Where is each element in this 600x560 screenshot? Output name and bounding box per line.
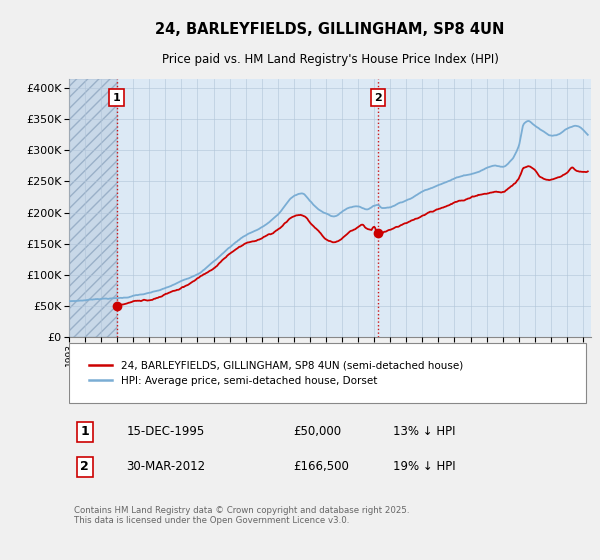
Text: Contains HM Land Registry data © Crown copyright and database right 2025.
This d: Contains HM Land Registry data © Crown c… — [74, 506, 410, 525]
Legend: 24, BARLEYFIELDS, GILLINGHAM, SP8 4UN (semi-detached house), HPI: Average price,: 24, BARLEYFIELDS, GILLINGHAM, SP8 4UN (s… — [87, 358, 465, 388]
Text: 1: 1 — [80, 425, 89, 438]
Text: 2: 2 — [80, 460, 89, 473]
FancyBboxPatch shape — [69, 343, 586, 403]
Text: 1: 1 — [113, 92, 121, 102]
Text: 24, BARLEYFIELDS, GILLINGHAM, SP8 4UN: 24, BARLEYFIELDS, GILLINGHAM, SP8 4UN — [155, 22, 505, 38]
Text: 19% ↓ HPI: 19% ↓ HPI — [392, 460, 455, 473]
Text: £50,000: £50,000 — [293, 425, 341, 438]
Text: Price paid vs. HM Land Registry's House Price Index (HPI): Price paid vs. HM Land Registry's House … — [161, 53, 499, 66]
Text: 2: 2 — [374, 92, 382, 102]
Text: £166,500: £166,500 — [293, 460, 349, 473]
Text: 15-DEC-1995: 15-DEC-1995 — [127, 425, 205, 438]
Bar — [69, 79, 116, 337]
Text: 30-MAR-2012: 30-MAR-2012 — [127, 460, 206, 473]
Text: 13% ↓ HPI: 13% ↓ HPI — [392, 425, 455, 438]
